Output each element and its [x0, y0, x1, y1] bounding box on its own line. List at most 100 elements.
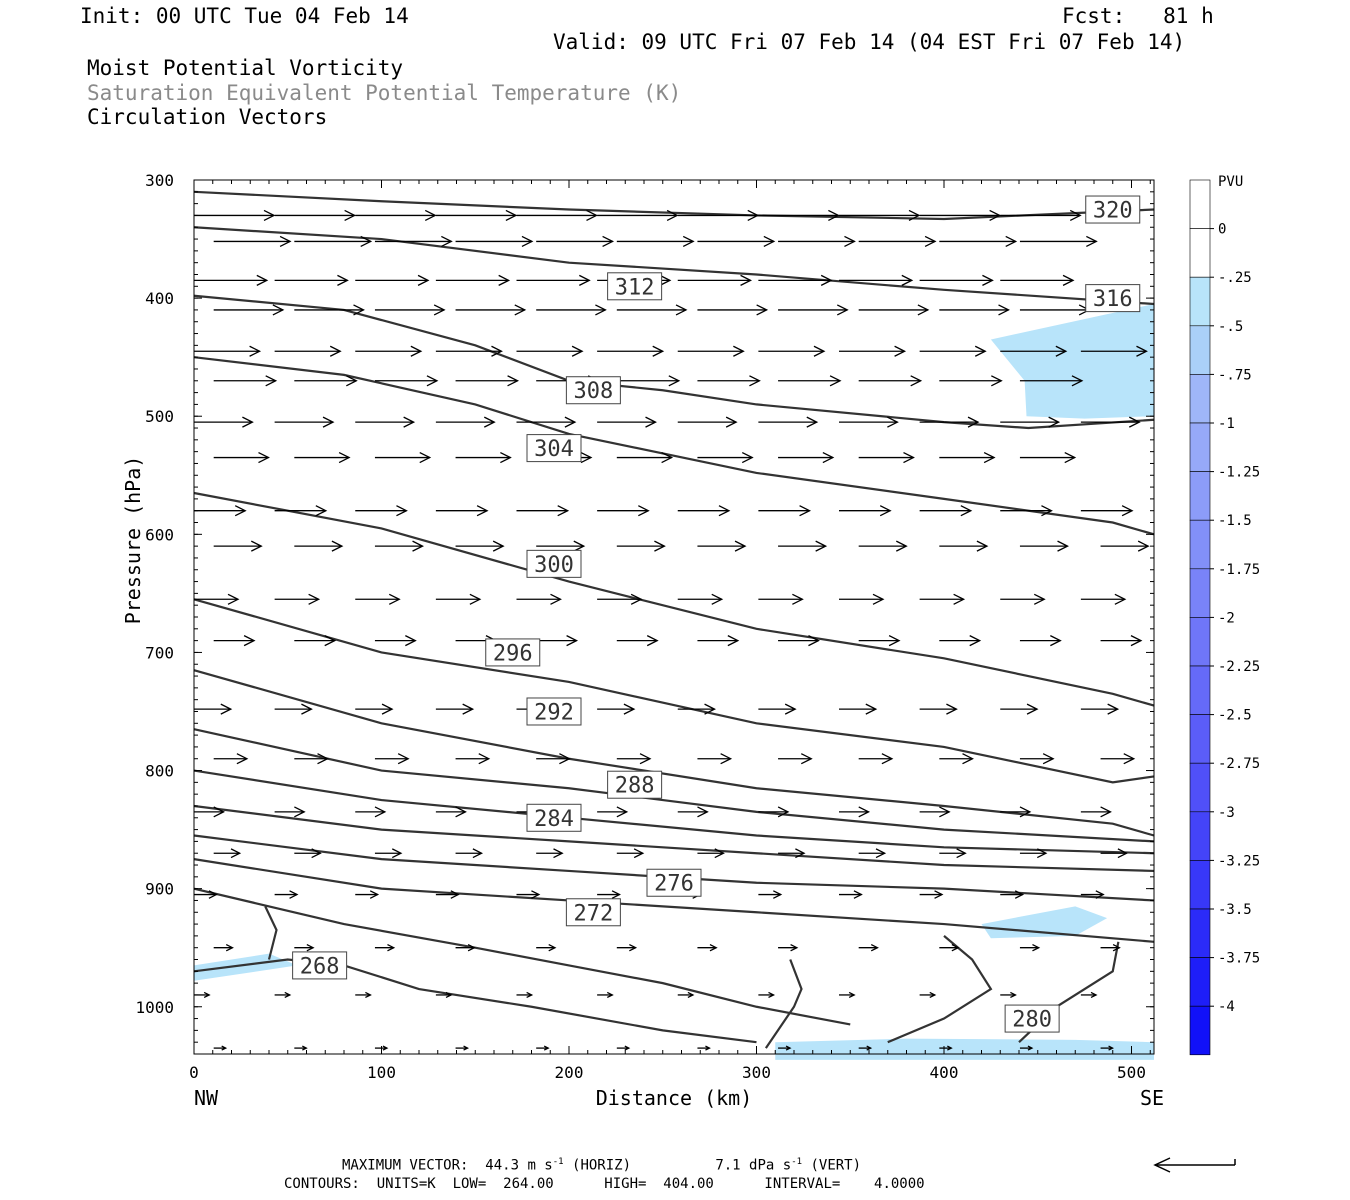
vector-head-75 [887, 416, 899, 428]
vector-head-54 [1055, 345, 1068, 357]
vector-head-94 [557, 505, 570, 517]
contour-label-box-272 [565, 898, 621, 927]
vector-head-226 [543, 1045, 550, 1051]
vector-head-105 [492, 540, 505, 552]
contour-label-308: 308 [574, 379, 614, 404]
contour-line-276 [193, 858, 1155, 943]
footer-vert-exp: -1 [791, 1157, 803, 1167]
contour-label-320: 320 [1093, 199, 1133, 224]
vector-head-152 [397, 753, 410, 765]
footer-horiz-exp: -1 [552, 1157, 564, 1167]
colorbar-label-16: -4 [1218, 999, 1235, 1015]
vector-head-64 [910, 375, 923, 387]
vector-head-220 [1010, 991, 1017, 999]
axes: 0 100 200 300 400 500 300 400 500 600 700 800 900 100… [135, 171, 1154, 1082]
field-theta-title: Saturation Equivalent Potential Temperat… [87, 81, 682, 105]
vector-head-86 [822, 451, 835, 464]
vector-head-9 [989, 209, 1002, 222]
vector-head-102 [250, 540, 263, 552]
vector-head-233 [1108, 1045, 1115, 1051]
colorbar-cell-6 [1189, 471, 1211, 521]
vector-head-179 [633, 848, 645, 859]
vector-head-188 [369, 890, 380, 899]
vector-head-39 [756, 304, 769, 316]
vector-head-176 [391, 848, 403, 859]
vector-head-68 [322, 416, 335, 428]
footer-max-vector: MAXIMUM VECTOR: 44.3 m s-1 (HORIZ) 7.1 d… [342, 1157, 861, 1174]
vector-head-81 [419, 451, 432, 464]
contour-label-box-288 [607, 770, 663, 799]
vector-head-144 [704, 703, 717, 715]
vector-head-62 [749, 375, 761, 387]
colorbar-label-5: -1.25 [1218, 465, 1260, 481]
colorbar-label-11: -2.75 [1218, 756, 1260, 772]
vector-head-213 [445, 991, 453, 999]
vector-head-66 [1071, 375, 1084, 387]
vector-head-146 [865, 703, 878, 715]
vector-head-104 [412, 540, 424, 552]
init-time: Init: 00 UTC Tue 04 Feb 14 [80, 4, 409, 28]
vector-head-151 [317, 753, 329, 765]
contour-label-box-300 [526, 549, 582, 578]
x-tick-label-0: 0 [189, 1063, 199, 1082]
contour-label-box-308 [565, 376, 621, 405]
colorbar-cell-16 [1189, 957, 1211, 1007]
vector-head-88 [983, 451, 996, 464]
contour-label-box-276 [646, 868, 702, 897]
contour-label-box-292 [526, 697, 582, 726]
vector-head-95 [638, 505, 650, 517]
vector-head-158 [881, 753, 894, 765]
field-pv-title: Moist Potential Vorticity [87, 56, 404, 80]
vector-head-80 [338, 451, 351, 464]
contour-line-304 [193, 491, 1155, 707]
vector-head-222 [221, 1045, 228, 1051]
vector-head-125 [1114, 593, 1127, 605]
vector-head-143 [623, 703, 636, 715]
vector-head-119 [630, 593, 643, 605]
vector-head-49 [652, 345, 665, 357]
vector-head-24 [417, 274, 430, 286]
vector-head-47 [491, 345, 503, 357]
vector-head-15 [602, 235, 615, 247]
vector-head-154 [559, 753, 571, 765]
footer-max-horiz: 44.3 m s [485, 1157, 553, 1174]
vector-head-168 [697, 806, 709, 818]
contour-line-268 [193, 958, 757, 1044]
vector-head-90 [234, 505, 247, 517]
vector-head-70 [483, 416, 496, 428]
footer-horiz-unit: (HORIZ) [572, 1157, 632, 1174]
contour-label-box-296 [485, 638, 541, 667]
vector-head-200 [387, 943, 396, 952]
vector-head-167 [616, 806, 629, 818]
vector-head-190 [531, 890, 541, 899]
colorbar-cell-12 [1189, 762, 1211, 813]
x-tick-label-400: 400 [930, 1063, 959, 1082]
vector-head-51 [813, 345, 826, 357]
vector-head-101 [1121, 505, 1134, 517]
colorbar-cell-0 [1189, 179, 1211, 229]
vector-head-18 [844, 235, 856, 247]
contour-label-box-316 [1085, 284, 1141, 313]
colorbar-label-6: -1.5 [1218, 513, 1252, 529]
vector-head-36 [514, 304, 527, 316]
x-axis-label: Distance (km) [596, 1086, 753, 1110]
vector-head-21 [1086, 235, 1098, 247]
vector-head-206 [870, 943, 879, 952]
vector-head-110 [895, 540, 908, 552]
vector-head-165 [455, 806, 467, 818]
vector-head-65 [991, 375, 1003, 387]
vector-head-71 [564, 416, 577, 428]
vector-head-57 [346, 375, 358, 387]
vector-head-150 [236, 753, 249, 765]
vector-head-55 [1136, 345, 1148, 357]
vector-head-221 [1090, 991, 1098, 999]
vector-head-96 [718, 505, 731, 517]
x-tick-label-200: 200 [555, 1063, 584, 1082]
vector-head-180 [714, 848, 725, 859]
vector-head-149 [1107, 703, 1120, 715]
contour-label-312: 312 [615, 275, 655, 300]
contour-label-288: 288 [615, 774, 655, 799]
vector-head-33 [272, 304, 285, 316]
vector-head-124 [1033, 593, 1046, 605]
vector-head-137 [1130, 635, 1143, 647]
